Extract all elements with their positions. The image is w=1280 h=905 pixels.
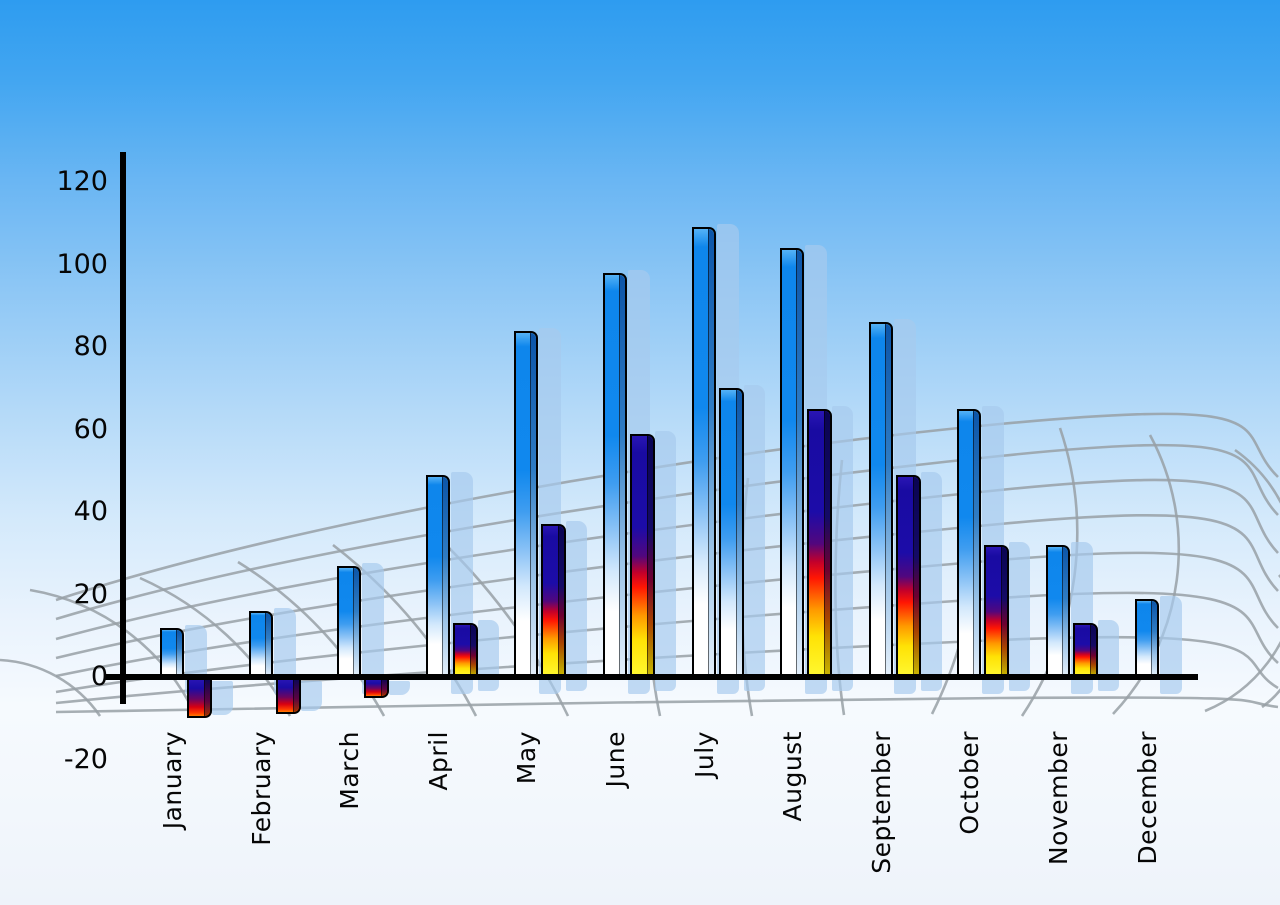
y-axis-line xyxy=(120,152,126,704)
bar-bevel xyxy=(265,613,271,676)
bar-bevel xyxy=(619,274,625,676)
x-label-march: March xyxy=(335,731,364,810)
bar-bevel xyxy=(796,250,802,676)
bar-shadow-october-secondary xyxy=(1009,542,1030,691)
bar-bevel xyxy=(293,679,299,713)
bar-november-primary xyxy=(1046,545,1070,676)
bar-february-primary xyxy=(249,611,273,676)
bar-january-secondary xyxy=(187,679,212,719)
x-label-january: January xyxy=(158,731,187,830)
bar-shadow-december-primary xyxy=(1160,595,1182,694)
y-tick-label-0: 0 xyxy=(90,661,108,692)
bar-november-secondary xyxy=(1073,623,1098,676)
bar-bevel xyxy=(973,410,979,676)
bar-october-secondary xyxy=(984,545,1009,676)
bar-bevel xyxy=(470,625,476,676)
bar-january-primary xyxy=(160,627,184,676)
x-axis-line xyxy=(104,674,1198,680)
y-tick-label-20: 20 xyxy=(73,578,108,610)
y-tick-label-80: 80 xyxy=(73,331,108,362)
bar-bevel xyxy=(647,435,653,676)
y-tick-label-120: 120 xyxy=(56,166,108,197)
y-tick-label--20: -20 xyxy=(63,743,108,775)
bar-bevel xyxy=(736,390,742,676)
bar-june-primary xyxy=(603,272,627,676)
x-label-august: August xyxy=(778,731,807,822)
x-label-may: May xyxy=(512,731,541,785)
bar-august-secondary xyxy=(807,408,832,676)
x-label-november: November xyxy=(1044,731,1073,866)
bar-bevel xyxy=(442,476,448,676)
bar-april-secondary xyxy=(453,623,478,676)
bar-bevel xyxy=(353,567,359,676)
x-label-september: September xyxy=(867,731,896,874)
bar-march-secondary xyxy=(364,679,389,698)
bar-shadow-september-secondary xyxy=(921,471,942,691)
bar-shadow-april-secondary xyxy=(478,620,499,691)
bar-september-secondary xyxy=(896,474,921,676)
bar-june-secondary xyxy=(630,433,655,676)
x-label-december: December xyxy=(1133,731,1162,865)
bar-bevel xyxy=(176,629,182,676)
y-tick-label-60: 60 xyxy=(73,413,108,445)
bar-bevel xyxy=(708,229,714,676)
bar-bevel xyxy=(381,679,387,696)
x-label-april: April xyxy=(424,731,453,791)
bar-march-primary xyxy=(337,565,361,676)
bar-bevel xyxy=(1062,547,1068,676)
bar-shadow-august-secondary xyxy=(832,405,853,691)
bar-bevel xyxy=(1090,625,1096,676)
bar-july-primary xyxy=(692,227,716,676)
x-label-june: June xyxy=(601,731,630,788)
y-tick-label-100: 100 xyxy=(56,248,108,280)
bar-bevel xyxy=(558,526,564,676)
bar-shadow-march-secondary xyxy=(389,681,410,695)
bar-bevel xyxy=(530,332,536,676)
bar-shadow-june-secondary xyxy=(655,430,676,691)
bar-february-secondary xyxy=(276,679,301,715)
bar-may-primary xyxy=(514,330,538,676)
bar-october-primary xyxy=(957,408,981,676)
bar-bevel xyxy=(885,324,891,676)
bar-bevel xyxy=(913,476,919,676)
bar-shadow-may-secondary xyxy=(566,521,587,691)
bar-bevel xyxy=(1001,547,1007,676)
bar-bevel xyxy=(204,679,210,717)
bar-july-secondary xyxy=(719,388,744,676)
bar-april-primary xyxy=(426,474,450,676)
bar-bevel xyxy=(824,410,830,676)
bar-shadow-july-secondary xyxy=(744,385,765,691)
bar-shadow-november-secondary xyxy=(1098,620,1119,691)
bar-august-primary xyxy=(780,248,804,676)
y-tick-label-40: 40 xyxy=(73,496,108,527)
bar-bevel xyxy=(1151,600,1157,676)
bar-shadow-february-primary xyxy=(274,608,296,694)
x-label-february: February xyxy=(247,731,276,846)
bar-shadow-march-primary xyxy=(362,562,384,694)
bar-shadow-january-secondary xyxy=(212,681,233,716)
bar-shadow-february-secondary xyxy=(301,681,322,712)
x-label-october: October xyxy=(955,731,984,835)
bar-december-primary xyxy=(1135,598,1159,676)
x-label-july: July xyxy=(690,731,719,778)
bar-may-secondary xyxy=(541,524,566,676)
bar-september-primary xyxy=(869,322,893,676)
